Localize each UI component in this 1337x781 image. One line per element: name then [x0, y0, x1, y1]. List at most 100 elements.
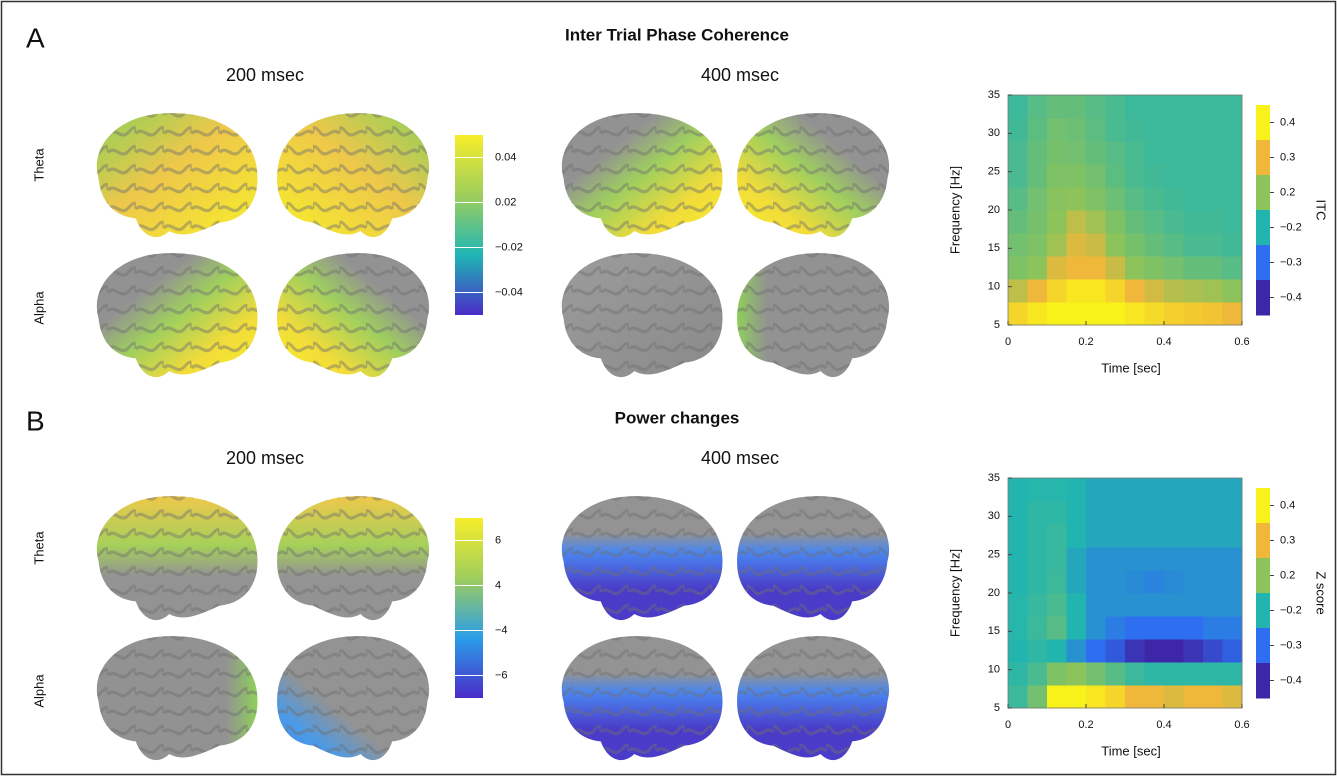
x-axis-label: Time [sec] [1101, 360, 1160, 375]
heatmap-cell [1008, 616, 1028, 640]
heatmap-cell [1027, 187, 1048, 211]
heatmap-cell [1047, 302, 1067, 326]
colorbar-tick-label: −0.3 [1280, 256, 1302, 268]
heatmap-cell [1027, 662, 1048, 686]
heatmap-cell [1066, 547, 1087, 571]
heatmap-cell [1105, 662, 1126, 686]
heatmap-cell [1047, 478, 1067, 502]
heatmap-cell [1105, 118, 1126, 142]
heatmap-cell [1203, 187, 1223, 211]
colorbar-segment [1256, 488, 1270, 524]
heatmap-cell [1125, 210, 1145, 234]
heatmap-cell [1105, 279, 1126, 303]
heatmap-cell [1047, 501, 1067, 525]
colorbar-tick-label: 0.4 [1280, 499, 1295, 511]
heatmap-cell [1086, 501, 1106, 525]
heatmap-cell [1047, 95, 1067, 119]
heatmap-cell [1125, 95, 1145, 119]
heatmap-cell [1164, 279, 1184, 303]
heatmap-cell [1008, 118, 1028, 142]
heatmap-cell [1066, 616, 1087, 640]
colorbar-segment [1256, 593, 1270, 629]
heatmap-cell [1183, 187, 1204, 211]
heatmap-cell [1066, 524, 1087, 548]
colorbar-tick-label: −0.4 [1280, 291, 1302, 303]
heatmap-cell [1183, 118, 1204, 142]
heatmap-cell [1222, 95, 1243, 119]
heatmap-cell [1066, 593, 1087, 617]
heatmap-cell [1086, 164, 1106, 188]
x-tick-label: 0 [1005, 719, 1011, 731]
heatmap-cell [1222, 662, 1243, 686]
panel-title: Inter Trial Phase Coherence [565, 25, 789, 44]
heatmap-cell [1183, 639, 1204, 663]
heatmap-cell [1066, 501, 1087, 525]
heatmap-cell [1105, 593, 1126, 617]
heatmap-cell [1183, 164, 1204, 188]
heatmap-cell [1203, 616, 1223, 640]
heatmap-cell [1008, 187, 1028, 211]
row-label: Theta [31, 531, 46, 565]
heatmap-cell [1086, 570, 1106, 594]
heatmap-cell [1066, 639, 1087, 663]
colorbar-tick-label: −6 [495, 669, 508, 681]
heatmap-cell [1066, 187, 1087, 211]
heatmap-cell [1105, 302, 1126, 326]
heatmap-cell [1164, 164, 1184, 188]
heatmap-cell [1008, 210, 1028, 234]
heatmap-cell [1027, 570, 1048, 594]
heatmap-cell [1066, 256, 1087, 280]
heatmap-cell [1105, 233, 1126, 257]
heatmap-cell [1183, 501, 1204, 525]
heatmap-cell [1222, 187, 1243, 211]
x-tick-label: 0.2 [1078, 336, 1093, 348]
heatmap-cell [1066, 570, 1087, 594]
heatmap-cell [1105, 547, 1126, 571]
heatmap-cell [1144, 164, 1165, 188]
colorbar-segment [1256, 140, 1270, 176]
colorbar-segment [1256, 628, 1270, 664]
panel-letter: A [26, 22, 45, 53]
colorbar-segment [1256, 663, 1270, 699]
heatmap-cell [1066, 141, 1087, 165]
heatmap-cell [1164, 478, 1184, 502]
heatmap-cell [1144, 685, 1165, 709]
y-axis-label: Frequency [Hz] [947, 166, 962, 254]
heatmap-cell [1066, 279, 1087, 303]
heatmap-cell [1183, 593, 1204, 617]
heatmap-cell [1183, 662, 1204, 686]
heatmap-cell [1066, 685, 1087, 709]
y-tick-label: 5 [994, 319, 1000, 331]
heatmap-cell [1047, 685, 1067, 709]
heatmap-cell [1008, 141, 1028, 165]
heatmap-cell [1164, 501, 1184, 525]
heatmap-cell [1047, 256, 1067, 280]
colorbar-tick-label: −0.04 [495, 286, 523, 298]
y-tick-label: 35 [988, 89, 1000, 101]
heatmap-cell [1222, 256, 1243, 280]
heatmap-cell [1125, 593, 1145, 617]
x-tick-label: 0.4 [1156, 719, 1171, 731]
heatmap-cell [1105, 256, 1126, 280]
heatmap-cell [1222, 279, 1243, 303]
heatmap-cell [1222, 141, 1243, 165]
heatmap-cell [1008, 256, 1028, 280]
y-tick-label: 30 [988, 510, 1000, 522]
heatmap-cell [1203, 233, 1223, 257]
heatmap-cell [1203, 302, 1223, 326]
time-label: 200 msec [226, 448, 304, 468]
colorbar-segment [1256, 245, 1270, 281]
heatmap-cell [1203, 279, 1223, 303]
heatmap-cell [1183, 570, 1204, 594]
heatmap-cell [1086, 547, 1106, 571]
heatmap-cell [1144, 210, 1165, 234]
heatmap-cell [1008, 478, 1028, 502]
heatmap-cell [1164, 616, 1184, 640]
heatmap-cell [1105, 501, 1126, 525]
heatmap-cell [1047, 547, 1067, 571]
heatmap-cell [1164, 547, 1184, 571]
heatmap-cell [1144, 524, 1165, 548]
x-axis-label: Time [sec] [1101, 743, 1160, 758]
heatmap-cell [1105, 187, 1126, 211]
heatmap-cell [1047, 210, 1067, 234]
